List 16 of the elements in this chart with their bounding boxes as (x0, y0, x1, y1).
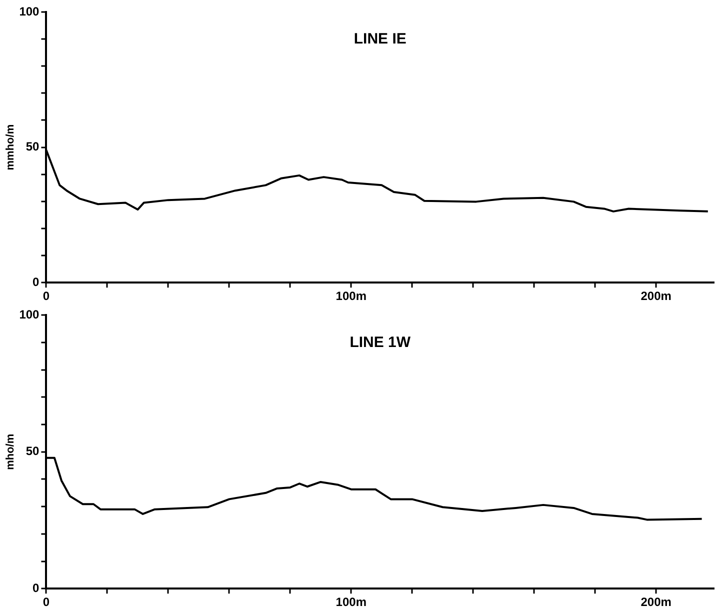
y-tick-label: 100 (19, 4, 40, 18)
x-tick-label: 200m (640, 595, 672, 610)
text: LINE IE (354, 30, 406, 48)
text: LINE 1W (350, 334, 412, 351)
x-tick-label: 0 (42, 595, 50, 610)
y-tick-label: 0 (32, 580, 40, 595)
y-tick-label: 100 (19, 308, 40, 322)
y-tick-label: 50 (26, 140, 40, 154)
y-axis-title: mmho/m (4, 124, 17, 170)
y-tick-label: 0 (32, 274, 40, 289)
x-tick-label: 0 (42, 289, 50, 304)
y-tick-label: 50 (26, 444, 40, 458)
y-axis-title: mho/m (4, 434, 17, 470)
x-tick-label: 100m (336, 595, 366, 610)
x-tick-label: 200m (640, 289, 672, 304)
x-tick-label: 100m (336, 289, 366, 304)
